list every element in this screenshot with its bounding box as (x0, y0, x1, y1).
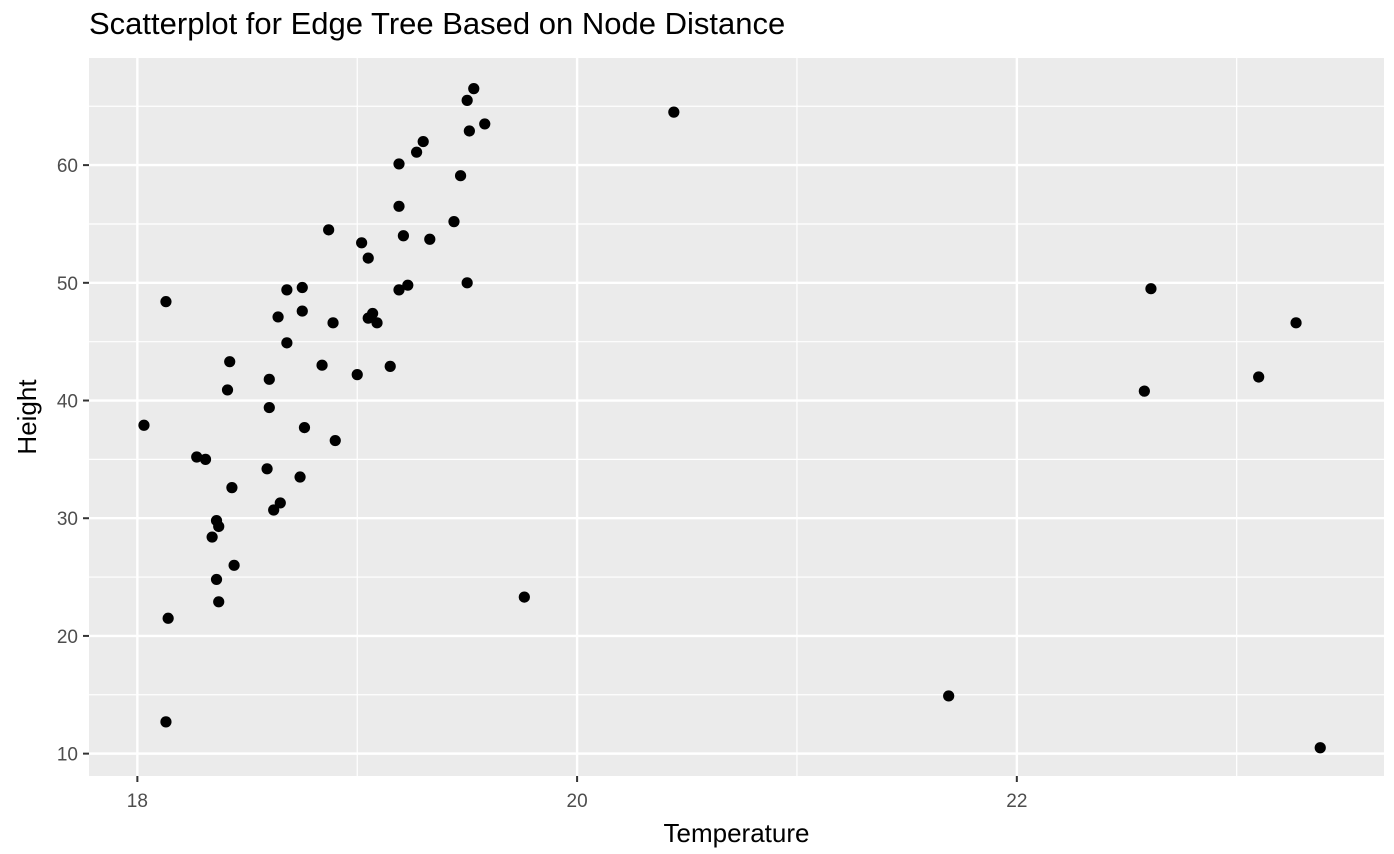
data-point (367, 307, 379, 320)
data-point (191, 451, 203, 463)
data-point (410, 146, 423, 158)
data-point (221, 384, 234, 396)
data-point (468, 83, 480, 95)
plot-panel (89, 58, 1384, 776)
data-point (323, 224, 335, 236)
data-point (160, 716, 172, 728)
data-point (206, 531, 218, 543)
data-point (210, 573, 223, 586)
data-point (268, 504, 280, 516)
data-point (1314, 742, 1326, 754)
data-point (1138, 385, 1150, 397)
data-point (1290, 317, 1302, 329)
x-axis-ticks: 18 20 22 (127, 776, 1027, 812)
data-point (316, 359, 328, 371)
minor-grid (89, 58, 1384, 776)
y-tick-label: 60 (57, 156, 78, 177)
data-point (298, 421, 311, 434)
data-point (281, 337, 293, 349)
y-tick-label: 20 (57, 627, 78, 648)
data-point (1145, 283, 1157, 295)
data-point (362, 252, 374, 264)
data-point (454, 170, 467, 182)
chart-title: Scatterplot for Edge Tree Based on Node … (89, 6, 786, 41)
data-point (296, 281, 308, 294)
data-point (351, 369, 363, 381)
data-point (463, 125, 475, 137)
data-point (448, 216, 460, 228)
data-point (668, 106, 680, 118)
major-grid (89, 58, 1384, 776)
data-point (424, 233, 436, 245)
data-point (384, 360, 396, 372)
y-tick-label: 50 (57, 274, 78, 295)
data-point (281, 284, 293, 296)
data-point (228, 559, 240, 571)
data-point (272, 311, 284, 323)
data-point (263, 373, 275, 385)
data-point (329, 434, 341, 447)
data-point (371, 317, 383, 329)
data-point (393, 284, 405, 296)
data-point (518, 591, 530, 603)
data-point (397, 230, 410, 242)
y-tick-label: 30 (57, 509, 78, 530)
data-point (138, 419, 150, 431)
data-point (162, 612, 174, 624)
data-point (461, 94, 473, 106)
data-point (1253, 371, 1265, 383)
data-point (261, 463, 273, 475)
data-point (274, 497, 286, 509)
data-point (199, 453, 212, 465)
data-point (296, 305, 308, 317)
x-tick-label: 22 (1006, 791, 1027, 812)
data-point (160, 296, 172, 308)
y-axis-ticks: 10 20 30 40 50 60 (57, 156, 89, 766)
data-point (224, 356, 236, 368)
data-points (138, 83, 1326, 754)
data-point (943, 690, 955, 702)
data-point (327, 317, 339, 329)
y-tick-label: 10 (57, 745, 78, 766)
data-point (263, 401, 275, 414)
data-point (356, 237, 368, 249)
y-axis-title: Height (12, 379, 42, 455)
data-point (393, 200, 405, 212)
x-tick-label: 20 (567, 791, 588, 812)
data-point (479, 118, 491, 130)
data-point (461, 277, 473, 289)
data-point (402, 279, 414, 291)
data-point (226, 482, 238, 494)
y-tick-label: 40 (57, 392, 78, 413)
data-point (393, 158, 405, 170)
data-point (417, 135, 429, 148)
x-axis-title: Temperature (664, 818, 810, 848)
x-tick-label: 18 (127, 791, 148, 812)
data-point (294, 471, 306, 483)
data-point (213, 520, 225, 533)
data-point (213, 596, 225, 608)
